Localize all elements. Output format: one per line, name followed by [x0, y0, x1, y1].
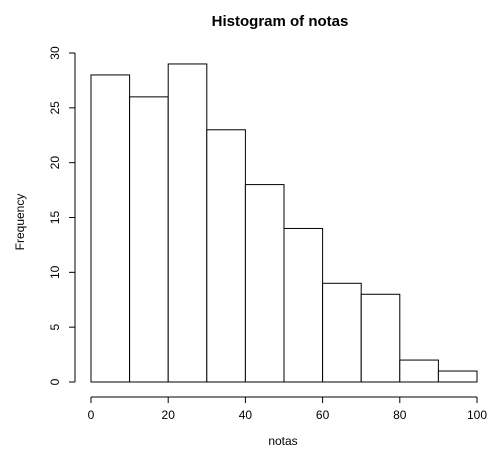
- x-tick-label: 0: [88, 408, 95, 422]
- y-axis: 0 5 10 15 20 25 30: [48, 46, 76, 385]
- x-axis: 0 20 40 60 80 100: [88, 396, 487, 422]
- histogram-bar: [437, 370, 478, 383]
- y-tick-label: 5: [48, 324, 62, 331]
- histogram-bar: [283, 227, 324, 383]
- y-tick-label: 20: [48, 156, 62, 170]
- histogram-bar: [322, 282, 362, 383]
- x-axis-label: notas: [268, 434, 297, 448]
- y-tick-label: 0: [48, 378, 62, 385]
- x-tick-label: 100: [467, 408, 487, 422]
- x-tick-label: 20: [162, 408, 176, 422]
- y-tick-label: 30: [48, 46, 62, 60]
- histogram-bar: [167, 63, 208, 383]
- histogram-bar: [129, 96, 169, 383]
- x-tick-label: 80: [393, 408, 407, 422]
- bars-layer: [90, 63, 478, 383]
- y-tick-label: 10: [48, 265, 62, 279]
- y-axis-label: Frequency: [13, 194, 27, 251]
- histogram-bar: [399, 359, 439, 383]
- histogram-bar: [90, 74, 131, 383]
- histogram-bar: [244, 184, 285, 383]
- x-tick-label: 60: [316, 408, 330, 422]
- chart-title: Histogram of notas: [212, 13, 349, 30]
- y-tick-label: 25: [48, 101, 62, 115]
- y-tick-label: 15: [48, 211, 62, 225]
- histogram-bar: [360, 293, 401, 383]
- x-tick-label: 40: [239, 408, 253, 422]
- histogram-bar: [206, 129, 246, 383]
